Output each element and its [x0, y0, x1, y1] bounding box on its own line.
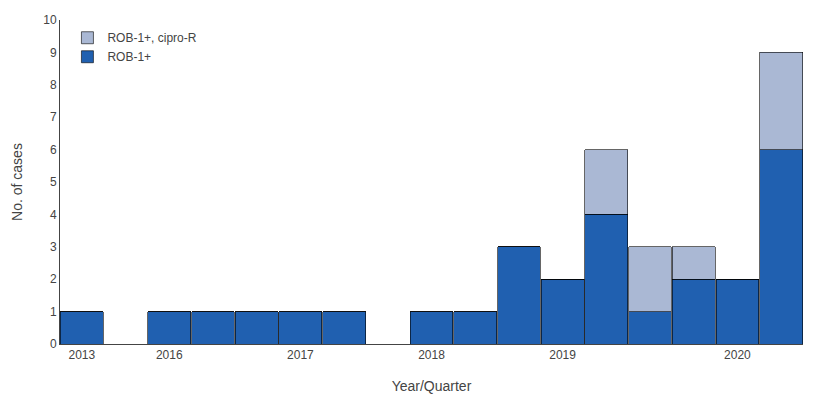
- svg-text:2013: 2013: [68, 348, 95, 362]
- svg-text:ROB-1+: ROB-1+: [107, 50, 151, 64]
- svg-text:9: 9: [50, 46, 57, 60]
- svg-text:7: 7: [50, 110, 57, 124]
- svg-text:2017: 2017: [287, 348, 314, 362]
- svg-text:ROB-1+, cipro-R: ROB-1+, cipro-R: [107, 31, 196, 45]
- svg-text:0: 0: [50, 337, 57, 351]
- svg-text:6: 6: [50, 143, 57, 157]
- svg-text:2018: 2018: [418, 348, 445, 362]
- svg-text:8: 8: [50, 78, 57, 92]
- svg-text:1: 1: [50, 305, 57, 319]
- svg-text:2019: 2019: [549, 348, 576, 362]
- svg-text:5: 5: [50, 175, 57, 189]
- svg-text:2020: 2020: [724, 348, 751, 362]
- svg-text:2: 2: [50, 272, 57, 286]
- svg-text:2016: 2016: [156, 348, 183, 362]
- svg-text:Year/Quarter: Year/Quarter: [392, 378, 472, 394]
- svg-text:No. of cases: No. of cases: [9, 143, 25, 221]
- svg-text:3: 3: [50, 240, 57, 254]
- svg-text:10: 10: [43, 13, 57, 27]
- svg-text:4: 4: [50, 208, 57, 222]
